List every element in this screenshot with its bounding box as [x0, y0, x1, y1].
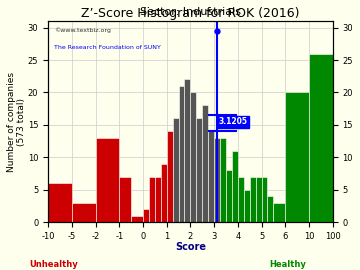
Text: Sector: Industrials: Sector: Industrials: [140, 7, 241, 17]
Bar: [167, 131, 172, 222]
Title: Z’-Score Histogram for ROK (2016): Z’-Score Histogram for ROK (2016): [81, 7, 300, 20]
Bar: [143, 209, 149, 222]
Bar: [220, 138, 226, 222]
Bar: [155, 177, 161, 222]
Bar: [262, 177, 267, 222]
Bar: [184, 79, 190, 222]
Bar: [172, 118, 179, 222]
Bar: [226, 170, 232, 222]
Bar: [238, 177, 244, 222]
Bar: [131, 216, 143, 222]
Bar: [244, 190, 250, 222]
Bar: [256, 177, 262, 222]
Bar: [267, 196, 273, 222]
Bar: [196, 118, 202, 222]
Text: 3.1205: 3.1205: [218, 117, 247, 126]
Bar: [190, 92, 196, 222]
Bar: [208, 131, 214, 222]
Bar: [214, 138, 220, 222]
Bar: [48, 183, 72, 222]
Text: The Research Foundation of SUNY: The Research Foundation of SUNY: [54, 45, 161, 50]
Bar: [179, 86, 184, 222]
Bar: [273, 203, 285, 222]
Bar: [250, 177, 256, 222]
X-axis label: Score: Score: [175, 242, 206, 252]
Text: Healthy: Healthy: [270, 260, 306, 269]
Bar: [161, 164, 167, 222]
Bar: [232, 151, 238, 222]
Bar: [119, 177, 131, 222]
Bar: [149, 177, 155, 222]
Bar: [309, 53, 333, 222]
Text: ©www.textbiz.org: ©www.textbiz.org: [54, 27, 111, 33]
Bar: [95, 138, 119, 222]
Bar: [72, 203, 95, 222]
Bar: [202, 105, 208, 222]
Bar: [285, 92, 309, 222]
Text: Unhealthy: Unhealthy: [30, 260, 78, 269]
Y-axis label: Number of companies
(573 total): Number of companies (573 total): [7, 72, 26, 172]
